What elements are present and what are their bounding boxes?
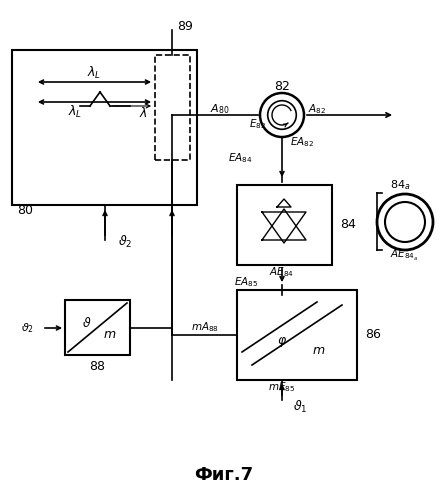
Text: $mE_{85}$: $mE_{85}$: [268, 380, 296, 394]
Text: m: m: [313, 344, 325, 356]
Text: $AE_{84}$: $AE_{84}$: [270, 265, 294, 279]
Text: $EA_{85}$: $EA_{85}$: [234, 275, 258, 289]
Bar: [65, 300, 130, 355]
Text: $\lambda_L$: $\lambda_L$: [87, 65, 101, 81]
Text: $\lambda$: $\lambda$: [139, 106, 147, 120]
Text: $A_{80}$: $A_{80}$: [210, 102, 230, 116]
Bar: [237, 185, 332, 265]
Text: $mA_{88}$: $mA_{88}$: [191, 320, 219, 334]
Text: $\vartheta_2$: $\vartheta_2$: [22, 321, 34, 335]
Text: 86: 86: [365, 328, 381, 342]
Bar: [237, 290, 357, 380]
Text: $E_{82}$: $E_{82}$: [250, 117, 267, 131]
Text: $\vartheta_2$: $\vartheta_2$: [118, 234, 132, 250]
Text: 84: 84: [340, 218, 356, 232]
Text: $A_{82}$: $A_{82}$: [308, 102, 326, 116]
Text: m: m: [104, 328, 116, 342]
Text: $AE_{84_a}$: $AE_{84_a}$: [390, 248, 418, 262]
Text: 80: 80: [17, 204, 33, 216]
Text: $\vartheta_1$: $\vartheta_1$: [293, 399, 307, 415]
Text: $EA_{84}$: $EA_{84}$: [228, 151, 252, 165]
Bar: [155, 55, 190, 160]
Text: 88: 88: [89, 360, 105, 374]
Bar: [12, 50, 197, 205]
Text: $84_a$: $84_a$: [390, 178, 410, 192]
Text: $EA_{82}$: $EA_{82}$: [290, 135, 314, 149]
Text: $\vartheta$: $\vartheta$: [82, 316, 92, 330]
Text: 89: 89: [177, 20, 193, 34]
Text: $\lambda_L$: $\lambda_L$: [68, 104, 82, 120]
Text: $\varphi$: $\varphi$: [277, 335, 287, 349]
Text: Фиг.7: Фиг.7: [194, 466, 254, 484]
Text: 82: 82: [274, 80, 290, 94]
